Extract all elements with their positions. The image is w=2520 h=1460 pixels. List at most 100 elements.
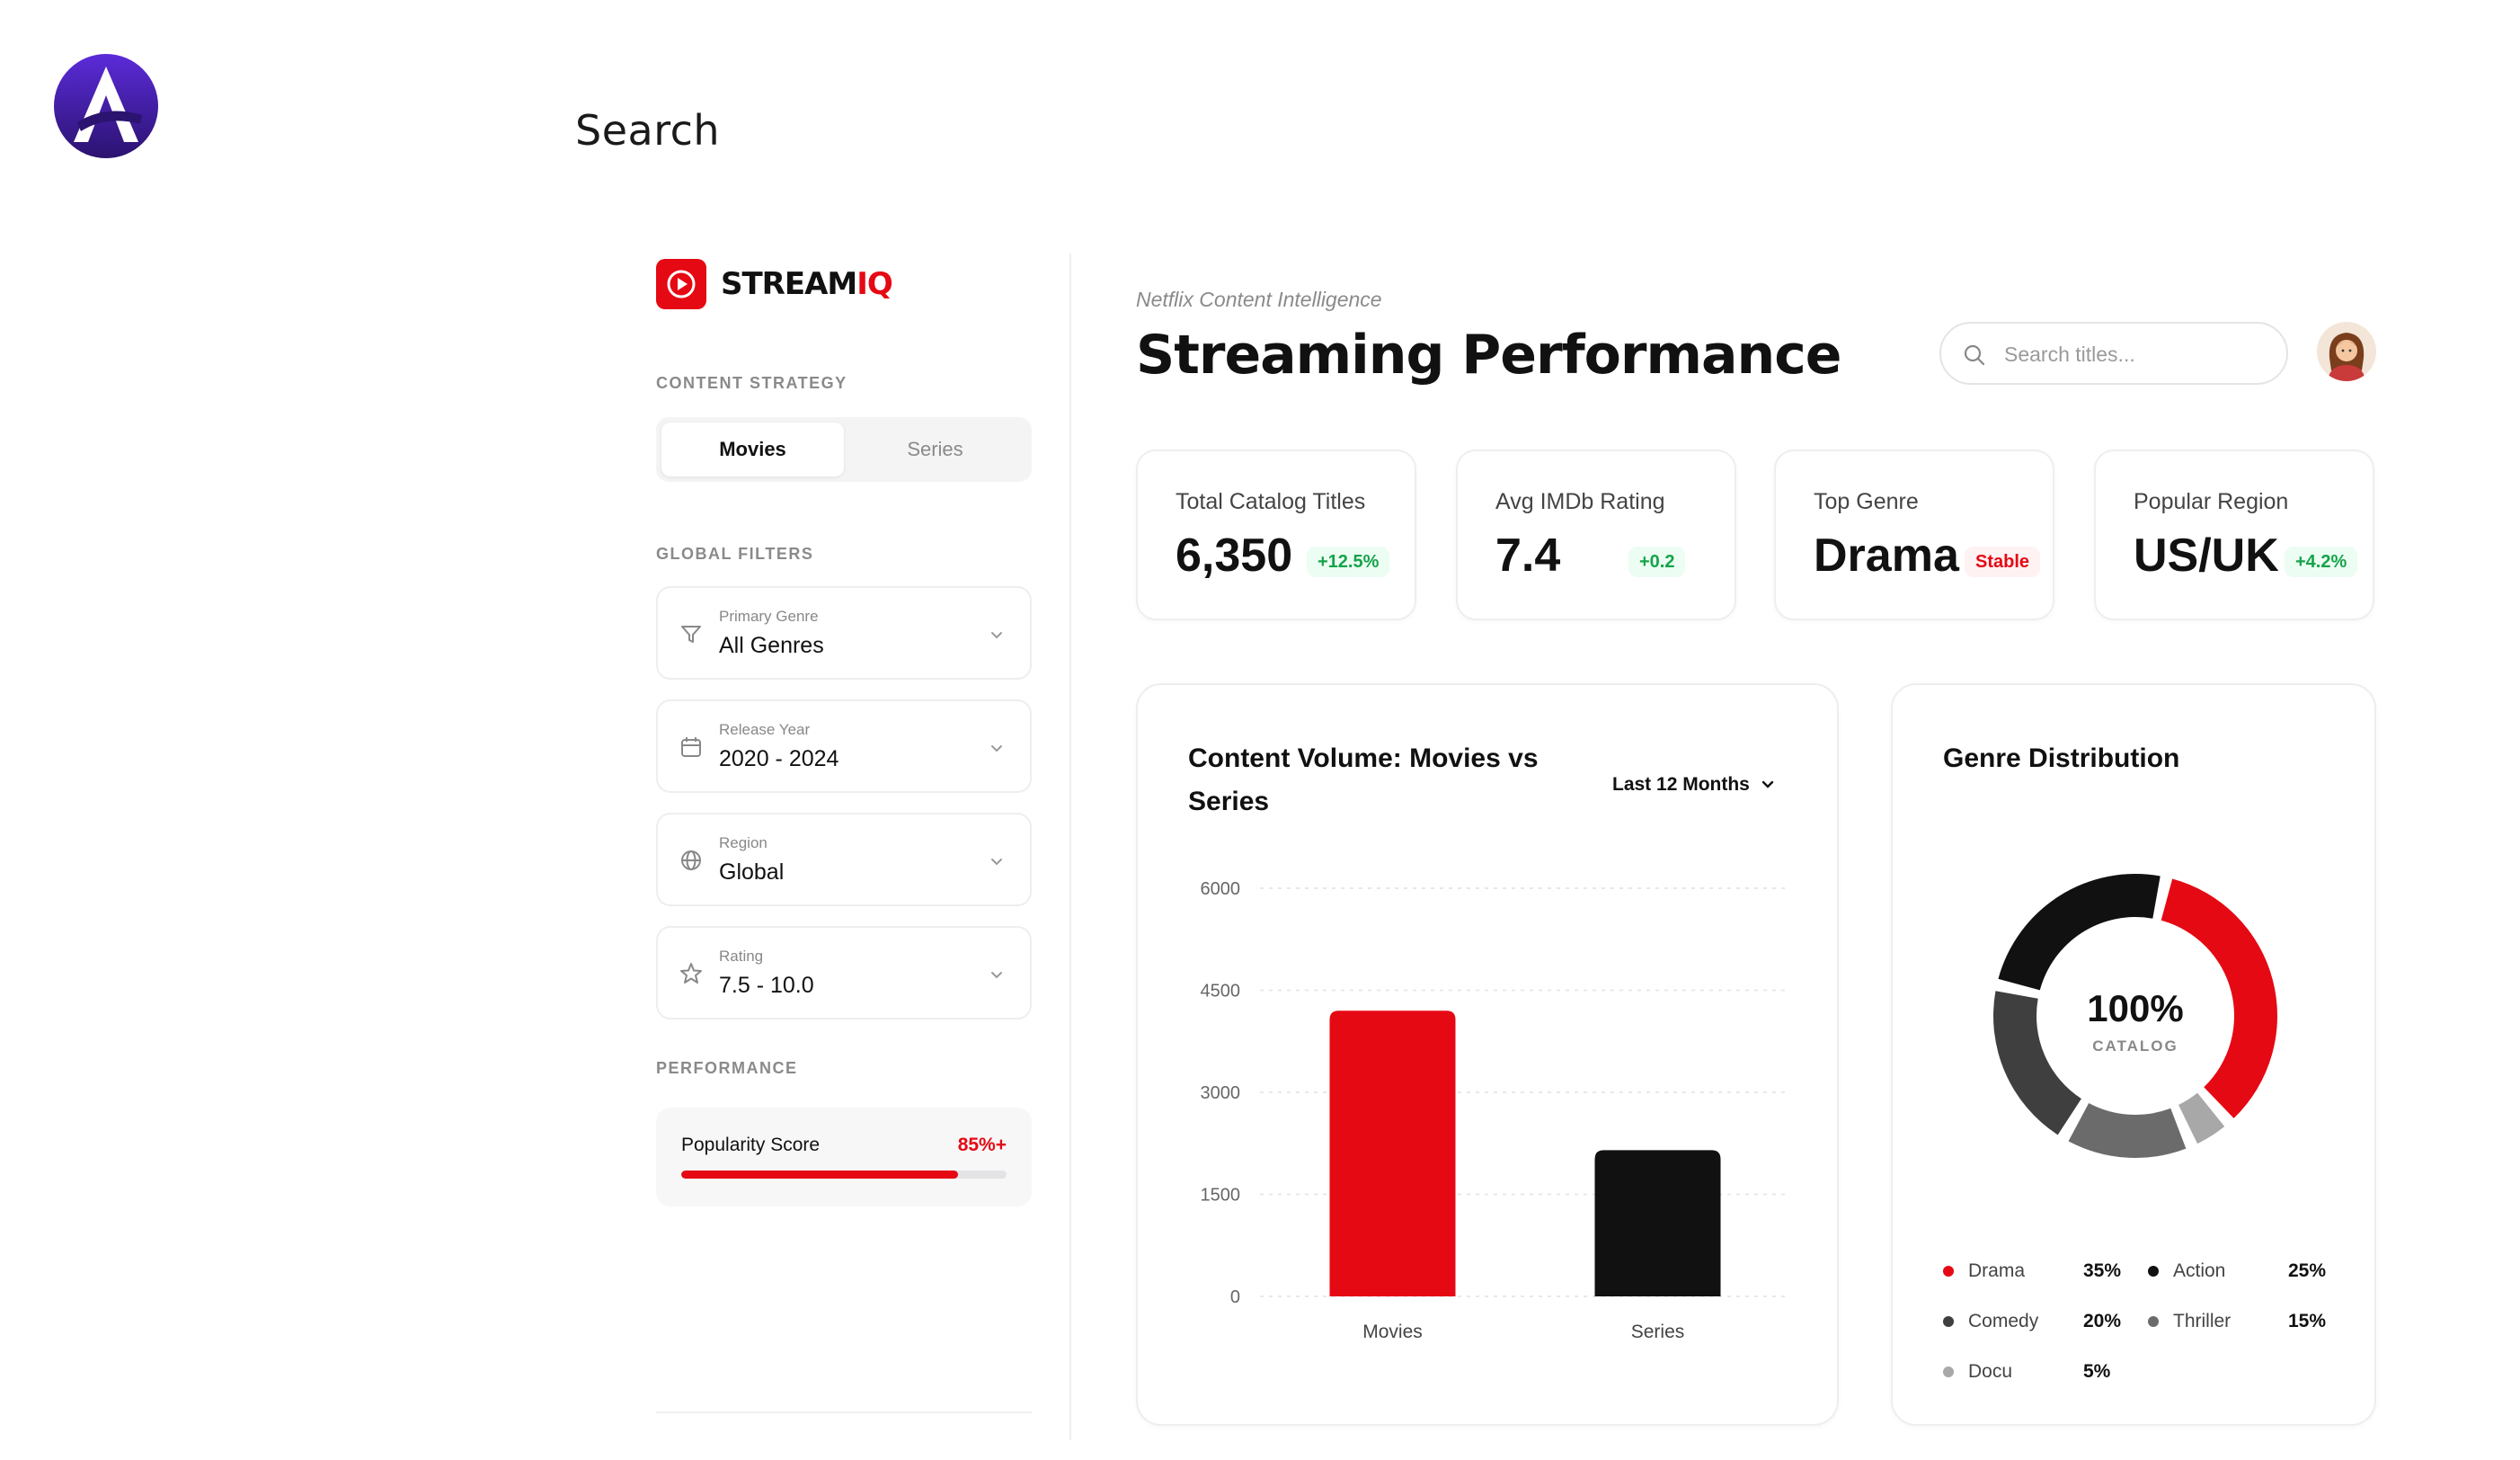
donut-slice-docu[interactable] <box>2178 1092 2225 1144</box>
popularity-progress-track <box>681 1171 1007 1179</box>
content-strategy-label: CONTENT STRATEGY <box>656 374 847 392</box>
filter-value: All Genres <box>719 633 824 658</box>
x-tick-label: Series <box>1631 1322 1685 1342</box>
legend-value: 15% <box>2288 1311 2327 1331</box>
chevron-down-icon <box>1761 780 1774 788</box>
filter-sublabel: Rating <box>719 948 764 965</box>
genre-distribution-card: Genre Distribution 100% CATALOG Drama 35%… <box>1891 683 2376 1426</box>
legend-value: 20% <box>2083 1311 2122 1331</box>
region-filter[interactable]: Region Global <box>656 813 1032 906</box>
donut-chart <box>1993 874 2277 1158</box>
x-tick-label: Movies <box>1362 1322 1423 1342</box>
bar-series[interactable] <box>1594 1150 1721 1296</box>
legend-label: Docu <box>1968 1361 2013 1382</box>
legend-dot <box>1943 1367 1954 1377</box>
rating-filter[interactable]: Rating 7.5 - 10.0 <box>656 926 1032 1019</box>
top-search-label[interactable]: Search <box>575 106 721 155</box>
chevron-down-icon <box>991 632 1002 639</box>
content-strategy-toggle: Movies Series <box>656 417 1032 482</box>
brand-name-main: STREAM <box>721 266 857 302</box>
kpi-badge: Stable <box>1965 547 2041 577</box>
y-tick-label: 6000 <box>1201 879 1241 899</box>
kpi-total-catalog[interactable]: Total Catalog Titles 6,350 +12.5% <box>1136 450 1416 620</box>
kpi-popular-region[interactable]: Popular Region US/UK +4.2% <box>2094 450 2374 620</box>
filter-icon <box>681 626 701 643</box>
brand[interactable]: STREAMIQ <box>656 259 893 309</box>
chevron-down-icon <box>991 859 1002 866</box>
donut-slice-thriller[interactable] <box>2068 1103 2187 1158</box>
kpi-badge: +0.2 <box>1628 547 1686 577</box>
kpi-label: Avg IMDb Rating <box>1495 489 1665 514</box>
sidebar-divider <box>1069 254 1071 1440</box>
content-volume-title-line1: Content Volume: Movies vs <box>1188 743 1539 773</box>
kpi-badge: +12.5% <box>1307 547 1390 577</box>
kpi-label: Popular Region <box>2134 489 2289 514</box>
donut-center-label: CATALOG <box>2092 1037 2178 1055</box>
primary-genre-filter[interactable]: Primary Genre All Genres <box>656 586 1032 680</box>
kpi-badge: +4.2% <box>2285 547 2358 577</box>
y-tick-label: 1500 <box>1201 1186 1241 1206</box>
app-logo[interactable] <box>52 52 160 160</box>
app-logo-icon <box>54 54 158 158</box>
kpi-value: Drama <box>1814 530 1959 582</box>
legend-label: Action <box>2173 1260 2226 1281</box>
donut-center-value: 100% <box>2087 987 2184 1029</box>
kpi-avg-imdb[interactable]: Avg IMDb Rating 7.4 +0.2 <box>1456 450 1736 620</box>
filter-sublabel: Primary Genre <box>719 608 819 625</box>
bar-movies[interactable] <box>1329 1010 1456 1296</box>
kpi-value: 7.4 <box>1495 530 1561 582</box>
chevron-down-icon <box>991 745 1002 752</box>
legend-label: Drama <box>1968 1260 2026 1281</box>
legend-dot <box>1943 1266 1954 1277</box>
filter-sublabel: Release Year <box>719 721 811 738</box>
filter-value: 2020 - 2024 <box>719 746 839 771</box>
filter-value: 7.5 - 10.0 <box>719 973 814 998</box>
filter-value: Global <box>719 859 785 885</box>
legend-label: Comedy <box>1968 1311 2039 1331</box>
legend-item-drama[interactable]: Drama 35% <box>1943 1260 2123 1282</box>
user-avatar-icon <box>2317 322 2376 381</box>
period-dropdown[interactable]: Last 12 Months <box>1596 762 1790 807</box>
global-filters-label: GLOBAL FILTERS <box>656 545 814 563</box>
release-year-filter[interactable]: Release Year 2020 - 2024 <box>656 699 1032 793</box>
chevron-down-icon <box>991 972 1002 979</box>
legend-item-thriller[interactable]: Thriller 15% <box>2148 1311 2328 1332</box>
bar-chart: 0 1500 3000 4500 6000 Movies Series <box>1201 879 1790 1342</box>
search-input[interactable] <box>2004 334 2274 374</box>
content-volume-title: Content Volume: Movies vs Series <box>1188 737 1584 823</box>
avatar[interactable] <box>2317 322 2376 381</box>
sidebar: STREAMIQ CONTENT STRATEGY Movies Series … <box>656 254 1034 1422</box>
legend-item-comedy[interactable]: Comedy 20% <box>1943 1311 2123 1332</box>
legend-dot <box>1943 1316 1954 1327</box>
legend-dot <box>2148 1316 2159 1327</box>
legend-item-action[interactable]: Action 25% <box>2148 1260 2328 1282</box>
page-title: Streaming Performance <box>1136 324 1841 387</box>
kpi-top-genre[interactable]: Top Genre Drama Stable <box>1774 450 2054 620</box>
donut-slice-action[interactable] <box>1998 874 2161 991</box>
y-tick-label: 3000 <box>1201 1083 1241 1103</box>
sidebar-footer-divider <box>656 1411 1032 1413</box>
star-icon <box>680 963 702 984</box>
legend-dot <box>2148 1266 2159 1277</box>
period-dropdown-label: Last 12 Months <box>1612 774 1750 795</box>
content-volume-card: Content Volume: Movies vs Series Last 12… <box>1136 683 1839 1426</box>
legend-label: Thriller <box>2173 1311 2232 1331</box>
popularity-score-card: Popularity Score 85%+ <box>656 1108 1032 1206</box>
brand-name: STREAMIQ <box>721 266 893 302</box>
legend-value: 5% <box>2083 1361 2111 1382</box>
kpi-label: Total Catalog Titles <box>1176 489 1366 514</box>
legend-item-docu[interactable]: Docu 5% <box>1943 1361 2123 1383</box>
toggle-series[interactable]: Series <box>907 438 963 460</box>
filter-sublabel: Region <box>719 834 768 851</box>
donut-slice-comedy[interactable] <box>1993 991 2081 1135</box>
popularity-progress-fill <box>681 1171 958 1179</box>
kpi-value: US/UK <box>2134 530 2279 582</box>
popularity-score-label: Popularity Score <box>681 1135 821 1155</box>
donut-slice-drama[interactable] <box>2161 878 2277 1118</box>
popularity-score-value: 85%+ <box>957 1135 1007 1155</box>
calendar-icon <box>681 737 701 757</box>
y-tick-label: 4500 <box>1201 982 1241 1002</box>
search-box[interactable] <box>1939 322 2288 385</box>
toggle-movies[interactable]: Movies <box>661 423 844 476</box>
globe-icon <box>681 850 701 870</box>
